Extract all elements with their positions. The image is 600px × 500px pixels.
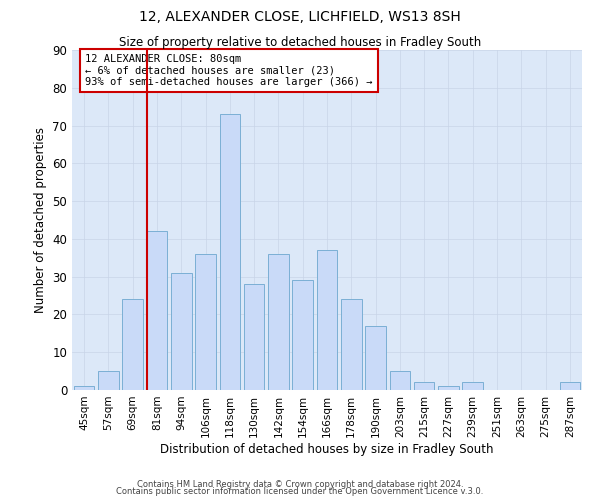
Text: Size of property relative to detached houses in Fradley South: Size of property relative to detached ho…: [119, 36, 481, 49]
Y-axis label: Number of detached properties: Number of detached properties: [34, 127, 47, 313]
X-axis label: Distribution of detached houses by size in Fradley South: Distribution of detached houses by size …: [160, 442, 494, 456]
Bar: [341, 300, 362, 390]
Bar: [292, 280, 313, 390]
Text: 12, ALEXANDER CLOSE, LICHFIELD, WS13 8SH: 12, ALEXANDER CLOSE, LICHFIELD, WS13 8SH: [139, 10, 461, 24]
Bar: [560, 382, 580, 390]
Bar: [146, 232, 167, 390]
Bar: [389, 371, 410, 390]
Bar: [98, 371, 119, 390]
Bar: [195, 254, 216, 390]
Bar: [268, 254, 289, 390]
Bar: [74, 386, 94, 390]
Bar: [463, 382, 483, 390]
Bar: [414, 382, 434, 390]
Bar: [122, 300, 143, 390]
Bar: [317, 250, 337, 390]
Bar: [365, 326, 386, 390]
Bar: [171, 273, 191, 390]
Text: 12 ALEXANDER CLOSE: 80sqm
← 6% of detached houses are smaller (23)
93% of semi-d: 12 ALEXANDER CLOSE: 80sqm ← 6% of detach…: [85, 54, 373, 87]
Text: Contains HM Land Registry data © Crown copyright and database right 2024.: Contains HM Land Registry data © Crown c…: [137, 480, 463, 489]
Bar: [220, 114, 240, 390]
Text: Contains public sector information licensed under the Open Government Licence v.: Contains public sector information licen…: [116, 487, 484, 496]
Bar: [438, 386, 459, 390]
Bar: [244, 284, 265, 390]
